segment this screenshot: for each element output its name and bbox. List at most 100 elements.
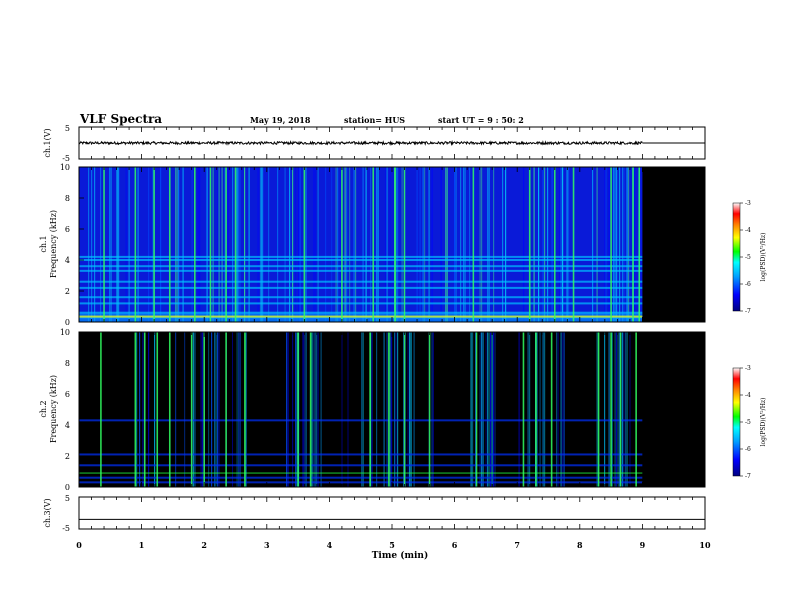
spectrogram-column	[481, 167, 483, 322]
spectrogram-streak	[372, 167, 375, 322]
spectrogram-column	[485, 332, 487, 487]
ch3-waveform-xticks	[78, 497, 706, 529]
spectrogram-column	[88, 167, 90, 322]
spectrogram-column	[487, 167, 489, 322]
spectrogram-column	[505, 167, 507, 322]
spectrogram-streak	[619, 332, 622, 487]
ch1-spectrogram-frame	[78, 166, 706, 323]
spectrogram-streak	[610, 167, 612, 322]
spectrogram-column	[386, 167, 388, 322]
spectrogram-column	[563, 332, 565, 487]
spectrogram-column	[317, 167, 319, 322]
spectrogram-column	[616, 167, 618, 322]
spectrogram-column	[262, 167, 264, 322]
spectrogram-column	[619, 332, 621, 487]
spectrogram-column	[152, 167, 154, 322]
spectrogram-column	[136, 332, 138, 487]
spectrogram-column	[340, 167, 342, 322]
y-tick-label: 0	[65, 483, 70, 492]
spectrogram-column	[260, 167, 262, 322]
spectrogram-column	[91, 167, 93, 322]
spectrogram-column	[313, 167, 315, 322]
x-axis-label: Time (min)	[372, 550, 429, 561]
ch1-waveform-trace	[78, 139, 643, 147]
spectrogram-column	[128, 167, 130, 322]
spectrogram-streak	[638, 167, 641, 322]
spectrogram-column	[614, 332, 616, 487]
spectrogram-band	[79, 280, 643, 283]
spectrogram-streak	[309, 332, 312, 487]
spectrogram-column	[544, 167, 546, 322]
spectrogram-column	[344, 167, 346, 322]
ch1-spectrogram-no-data	[642, 167, 705, 322]
y-tick-label: 8	[65, 359, 70, 368]
x-tick-label: 0	[76, 540, 82, 550]
spectrogram-band	[79, 419, 643, 422]
spectrogram-column	[431, 332, 433, 487]
spectrogram-column	[493, 332, 495, 487]
spectrogram-column	[608, 167, 610, 322]
spectrogram-column	[410, 332, 412, 487]
spectrogram-column	[490, 332, 492, 487]
ch2-spectrogram-frame	[78, 331, 706, 488]
spectrogram-column	[331, 167, 333, 322]
spectrogram-column	[268, 167, 270, 322]
spectrogram-column	[376, 167, 378, 322]
spectrogram-streak	[244, 332, 246, 487]
spectrogram-column	[626, 332, 628, 487]
spectrogram-column	[542, 332, 544, 487]
spectrogram-column	[433, 332, 434, 487]
spectrogram-column	[341, 332, 343, 487]
spectrogram-column	[559, 167, 561, 322]
x-tick-label: 9	[640, 540, 646, 550]
spectrogram-streak	[528, 167, 531, 322]
y-tick-label: 4	[65, 256, 70, 265]
colorbar-tick-label: -6	[745, 446, 751, 453]
spectrogram-column	[419, 167, 421, 322]
spectrogram-tone-line	[79, 472, 643, 474]
spectrogram-column	[416, 167, 418, 322]
ch3-ytick-bottom: -5	[62, 524, 70, 533]
spectrogram-column	[614, 167, 616, 322]
spectrogram-column	[175, 167, 177, 322]
spectrogram-column	[239, 332, 241, 487]
spectrogram-streak	[632, 167, 634, 322]
spectrogram-column	[397, 167, 399, 322]
spectrogram-column	[539, 332, 541, 487]
spectrogram-column	[311, 332, 313, 487]
spectrogram-streak	[225, 332, 227, 487]
spectrogram-column	[376, 332, 378, 487]
spectrogram-column	[617, 332, 619, 487]
x-tick-label: 8	[577, 540, 583, 550]
spectrogram-column	[365, 167, 367, 322]
spectrogram-column	[493, 167, 495, 322]
spectrogram-column	[238, 167, 240, 322]
spectrogram-column	[362, 332, 364, 487]
spectrogram-streak	[194, 167, 196, 322]
spectrogram-column	[469, 167, 471, 322]
spectrogram-column	[335, 167, 337, 322]
spectrogram-column	[286, 332, 288, 487]
spectrogram-column	[317, 332, 319, 487]
spectrogram-column	[542, 167, 544, 322]
y-tick-label: 2	[65, 287, 70, 296]
spectrogram-column	[214, 332, 216, 487]
spectrogram-column	[245, 332, 247, 487]
spectrogram-column	[295, 332, 297, 487]
chart-title: VLF Spectra	[80, 112, 163, 126]
spectrogram-column	[232, 332, 233, 487]
spectrogram-column	[604, 167, 606, 322]
spectrogram-column	[560, 332, 562, 487]
ch1-colorbar	[732, 202, 741, 312]
spectrogram-column	[148, 332, 150, 487]
spectrogram-column	[568, 167, 570, 322]
spectrogram-column	[395, 167, 397, 322]
spectrogram-streak	[134, 332, 137, 487]
spectrogram-column	[287, 332, 289, 487]
spectrogram-column	[305, 167, 307, 322]
spectrogram-column	[191, 167, 193, 322]
y-tick-label: 0	[65, 318, 70, 327]
colorbar-tick-label: -5	[745, 419, 751, 426]
colorbar-tick-label: -6	[745, 281, 751, 288]
spectrogram-column	[523, 167, 525, 322]
